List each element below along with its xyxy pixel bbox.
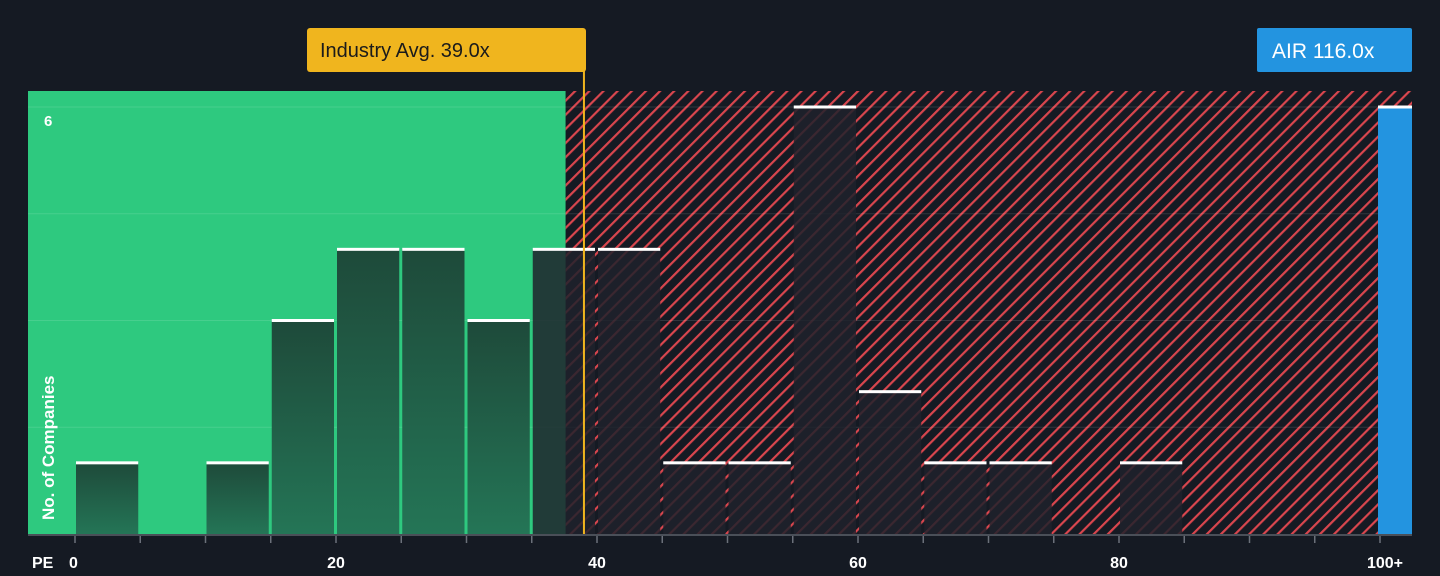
overvalued-region xyxy=(565,91,1412,534)
company-bar-cap xyxy=(1378,105,1412,109)
bar-cap xyxy=(467,319,530,322)
x-tick-label: 40 xyxy=(588,555,606,571)
bar-cap xyxy=(859,390,922,394)
company-label: AIR 116.0x xyxy=(1272,40,1375,63)
histogram-bar xyxy=(271,320,334,534)
histogram-bar xyxy=(402,249,465,535)
histogram-bar xyxy=(1120,462,1183,534)
histogram-bar xyxy=(924,462,987,534)
x-tick-label: 80 xyxy=(1110,555,1128,571)
histogram-bar xyxy=(663,462,726,534)
x-tick-label: 60 xyxy=(849,555,867,571)
bar-cap xyxy=(598,247,661,251)
bar-cap xyxy=(924,461,987,465)
histogram-bar xyxy=(337,249,400,535)
x-tick-label: 100+ xyxy=(1367,555,1403,571)
x-tick-label: 20 xyxy=(327,555,345,571)
histogram-bar xyxy=(793,107,856,534)
industry-avg-label: Industry Avg. 39.0x xyxy=(320,40,490,62)
bar-cap xyxy=(793,105,856,109)
bar-cap xyxy=(271,319,334,322)
y-tick-label: 6 xyxy=(44,113,52,130)
bar-cap xyxy=(206,461,269,465)
company-bar xyxy=(1378,107,1412,534)
histogram-bar xyxy=(76,462,139,534)
y-axis-label: No. of Companies xyxy=(39,375,58,520)
bar-cap xyxy=(532,247,595,251)
bar-cap xyxy=(76,461,139,465)
histogram-bar xyxy=(467,320,530,534)
company-badge xyxy=(1257,28,1412,72)
histogram-bar xyxy=(989,462,1052,534)
histogram-bar xyxy=(859,391,922,534)
bar-cap xyxy=(337,247,400,251)
x-axis-label: PE xyxy=(32,555,54,571)
bar-cap xyxy=(728,461,791,465)
industry-avg-badge xyxy=(307,28,586,72)
x-tick-label: 0 xyxy=(69,555,78,571)
histogram-bar xyxy=(206,462,269,534)
bar-cap xyxy=(663,461,726,465)
histogram-bar xyxy=(728,462,791,534)
bar-cap xyxy=(402,247,465,251)
bar-cap xyxy=(1120,461,1183,465)
bar-cap xyxy=(989,461,1052,465)
histogram-bar xyxy=(532,249,595,535)
histogram-bar xyxy=(598,249,661,535)
